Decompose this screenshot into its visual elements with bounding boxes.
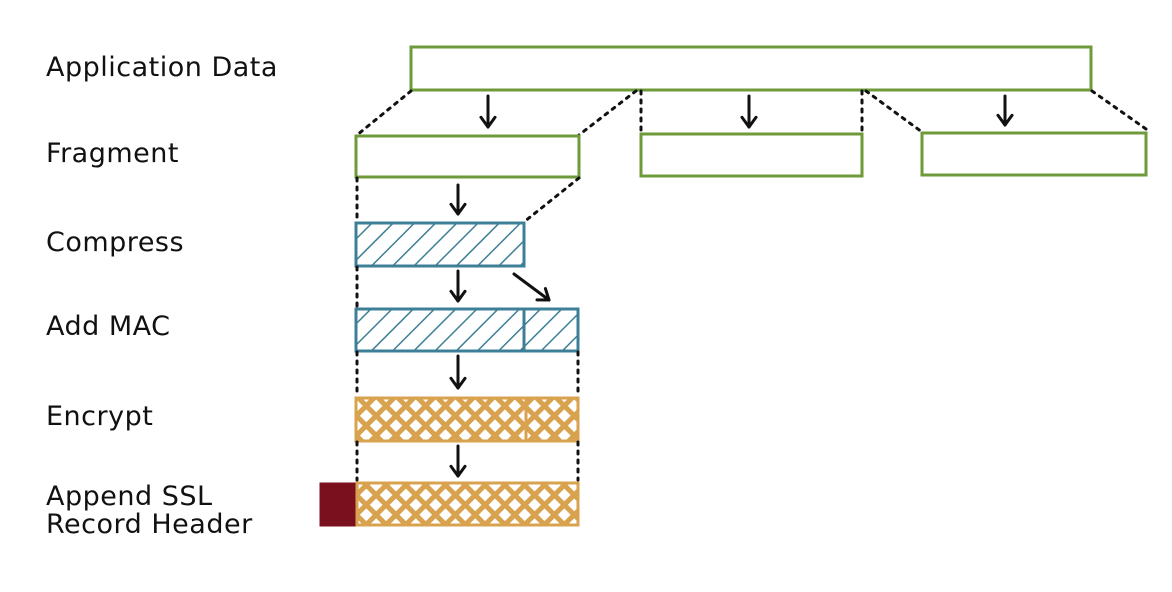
- arrow-to-fragment-1: [479, 94, 497, 129]
- label-add-mac: Add MAC: [46, 311, 171, 342]
- fragment-3-left-connector: [864, 89, 924, 134]
- arrow-to-add-mac: [449, 269, 467, 303]
- label-append-ssl: Append SSL: [46, 481, 213, 512]
- label-record-header: Record Header: [46, 509, 253, 540]
- label-compress: Compress: [46, 227, 185, 258]
- ssl-record-header-block: [319, 482, 356, 527]
- application-data-block: [409, 45, 1093, 92]
- fragment-block-3: [920, 131, 1148, 177]
- encrypted-mac-block: [524, 396, 580, 443]
- arrow-mac-appended: [512, 272, 551, 302]
- fragment-block-1: [354, 134, 581, 179]
- fragment-1-right-connector: [577, 89, 638, 137]
- encrypted-data-block: [354, 396, 528, 443]
- ssl-record-payload-block: [355, 481, 580, 527]
- fragment-1-left-connector: [355, 89, 413, 137]
- arrow-to-fragment-2: [740, 94, 758, 129]
- arrow-to-compress: [449, 183, 467, 216]
- mac-block: [522, 307, 580, 353]
- fragment-block-2: [639, 132, 864, 178]
- arrow-to-append-header: [449, 444, 467, 478]
- compress-right-connector: [522, 176, 581, 224]
- label-application-data: Application Data: [46, 52, 278, 83]
- compressed-block: [354, 221, 526, 268]
- label-encrypt: Encrypt: [46, 401, 154, 432]
- fragment-3-right-connector: [1090, 89, 1148, 131]
- mac-data-block: [354, 307, 526, 353]
- label-fragment: Fragment: [46, 138, 179, 169]
- arrow-to-encrypt: [449, 354, 467, 390]
- arrow-to-fragment-3: [996, 94, 1014, 127]
